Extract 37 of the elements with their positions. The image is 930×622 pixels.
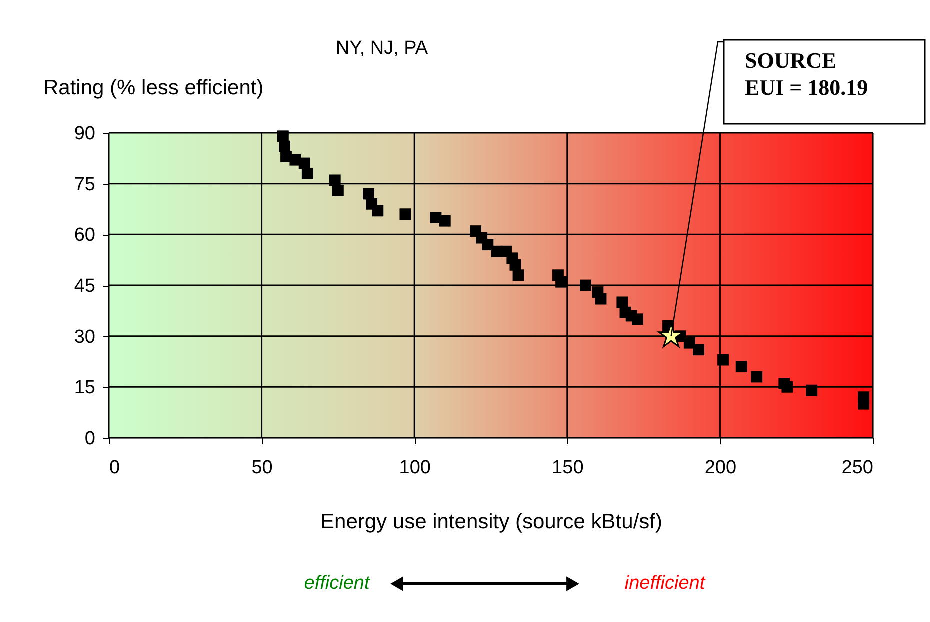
annotation: SOURCE EUI = 180.19 — [745, 48, 868, 100]
point — [693, 344, 705, 356]
point — [372, 205, 384, 217]
text: inefficient — [624, 573, 706, 594]
x-tick-label: 250 — [842, 458, 874, 478]
point — [736, 361, 748, 373]
point — [510, 259, 522, 271]
y-tick-label: 0 — [84, 428, 96, 450]
point — [482, 239, 494, 251]
y-tick-label: 30 — [74, 326, 96, 348]
x-tick-label: 150 — [552, 458, 584, 478]
point — [512, 270, 524, 282]
x-tick-label: 0 — [110, 458, 120, 478]
y-tick-label: 60 — [74, 225, 96, 246]
point — [363, 188, 374, 200]
x-axis-title: Energy use intensity (source kBtu/sf) — [320, 510, 662, 534]
point — [332, 184, 344, 196]
point — [595, 293, 607, 305]
y-axis-title: Rating (% less efficient) — [44, 76, 264, 100]
chart-title: NY, NJ, PA — [336, 38, 428, 59]
point — [751, 371, 763, 383]
y-tick-label: 45 — [74, 276, 96, 297]
x-tick-label: 100 — [399, 458, 431, 478]
point — [858, 398, 870, 410]
point — [684, 337, 696, 349]
text: efficient — [304, 573, 370, 594]
point — [302, 168, 314, 180]
y-tick-label: 75 — [74, 174, 96, 196]
x-tick-label: 50 — [252, 458, 273, 478]
y-tick-label: 15 — [74, 378, 96, 399]
point — [400, 208, 412, 220]
point — [439, 215, 451, 227]
point — [616, 296, 628, 308]
point — [298, 158, 310, 170]
x-tick-label: 200 — [704, 458, 737, 478]
y-tick-label: 90 — [74, 124, 96, 144]
point — [632, 314, 644, 326]
